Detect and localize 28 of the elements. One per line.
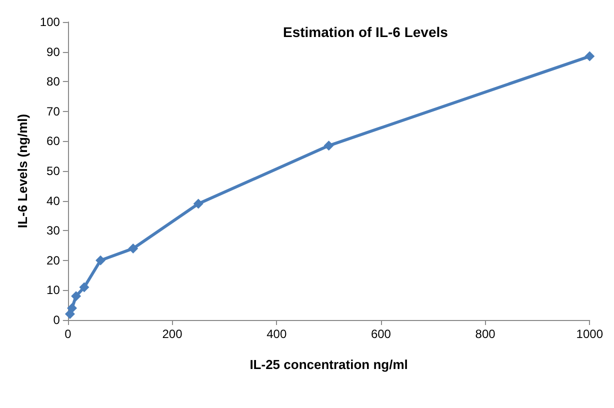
y-tick-label: 20 (46, 253, 60, 268)
point (96, 255, 106, 266)
point (193, 198, 204, 209)
x-tick-label: 200 (162, 327, 183, 341)
y-tick-label: 70 (46, 104, 60, 118)
y-tick-label: 60 (46, 134, 60, 148)
x-tick-label: 0 (64, 327, 72, 341)
point (128, 243, 138, 254)
point (71, 291, 82, 302)
point (584, 51, 595, 62)
x-tick-label: 800 (475, 327, 496, 341)
chart-title: Estimation of IL-6 Levels (283, 24, 448, 40)
y-tick-label: 0 (53, 313, 60, 327)
y-tick-label: 40 (46, 194, 60, 208)
y-tick-label: 50 (46, 164, 60, 178)
x-axis-title: IL-25 concentration ng/ml (250, 357, 408, 372)
x-tick-label: 1000 (576, 327, 604, 341)
x-tick-label: 600 (370, 327, 392, 341)
x-tick-label: 400 (266, 327, 287, 341)
y-tick-label: 10 (46, 283, 60, 298)
point (79, 282, 90, 292)
y-axis-title: IL-6 Levels (ng/ml) (15, 114, 30, 228)
y-tick-label: 90 (46, 44, 60, 59)
point (324, 140, 334, 151)
y-tick-label: 30 (46, 224, 60, 238)
y-tick-label: 100 (40, 15, 60, 29)
point (66, 303, 77, 314)
y-tick-label: 80 (46, 74, 60, 89)
